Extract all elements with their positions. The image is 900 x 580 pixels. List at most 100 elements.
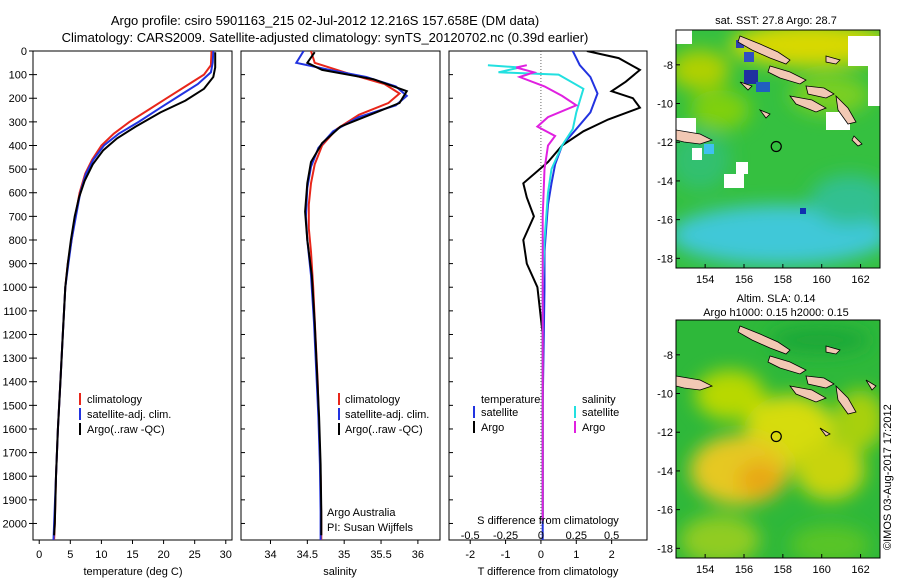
salinity-x-axis: 34 34.5 35 35.5 36 (241, 50, 424, 561)
depth-tick-label: 1400 (3, 377, 27, 389)
x-tick-label: 36 (412, 549, 424, 561)
lat-tick-label: -12 (657, 427, 673, 439)
depth-tick-label: 100 (9, 70, 27, 82)
x-tick-label: 1 (573, 549, 579, 561)
s-tick-label: 0 (538, 530, 544, 542)
lon-tick-label: 154 (696, 274, 714, 286)
sst-map-ticks: 154 156 158 160 162 -8 -10 -12 -14 -16 -18 (657, 60, 870, 286)
s-tick-label: -0.5 (461, 530, 480, 542)
x-tick-label: 2 (609, 549, 615, 561)
series-line-t-satellite (541, 51, 599, 540)
legend-label-climatology: climatology (345, 394, 401, 406)
lon-tick-label: 160 (813, 564, 831, 576)
depth-tick-label: 400 (9, 140, 27, 152)
sst-field (676, 30, 880, 265)
temperature-panel (32, 50, 233, 541)
legend-label-s-argo: Argo (582, 422, 605, 434)
legend-label-argo: Argo(..raw -QC) (345, 424, 423, 436)
float-position-marker (770, 140, 782, 153)
series-line-argo-raw-qc- (304, 51, 409, 536)
legend-label-argo: Argo(..raw -QC) (87, 424, 165, 436)
legend-label-t-argo: Argo (481, 422, 504, 434)
temperature-x-axis: 0 5 10 15 20 25 30 (33, 50, 232, 561)
x-tick-label: 30 (220, 549, 232, 561)
depth-tick-label: 300 (9, 117, 27, 129)
s-tick-label: -0.25 (493, 530, 518, 542)
lat-tick-label: -16 (657, 215, 673, 227)
lon-tick-label: 156 (735, 274, 753, 286)
imos-credit: ©IMOS 03-Aug-2017 17:2012 (882, 404, 894, 550)
legend-label-climatology: climatology (87, 394, 143, 406)
x-tick-label: -2 (465, 549, 475, 561)
series-line-s-argo (515, 64, 579, 522)
legend-heading-temperature: temperature (481, 394, 540, 406)
land-islands (676, 35, 863, 147)
difference-x-label: T difference from climatology (478, 566, 619, 578)
difference-series (487, 51, 642, 540)
depth-tick-label: 500 (9, 164, 27, 176)
difference-legend: temperature satellite Argo salinity sate… (473, 394, 619, 434)
depth-tick-label: 900 (9, 259, 27, 271)
salinity-panel (240, 50, 441, 541)
temperature-x-label: temperature (deg C) (83, 566, 182, 578)
sla-map-title-2: Argo h1000: 0.15 h2000: 0.15 (703, 307, 849, 319)
lat-tick-label: -16 (657, 505, 673, 517)
salinity-legend: climatology satellite-adj. clim. Argo(..… (327, 393, 429, 534)
lat-tick-label: -8 (663, 60, 673, 72)
depth-tick-label: 1900 (3, 495, 27, 507)
lon-tick-label: 158 (774, 564, 792, 576)
series-line-t-argo (522, 51, 642, 522)
lon-tick-label: 162 (851, 564, 869, 576)
series-line-climatology (307, 51, 402, 540)
depth-tick-label: 1500 (3, 400, 27, 412)
sst-map-frame (675, 29, 881, 269)
lat-tick-label: -14 (657, 466, 673, 478)
x-tick-label: 0 (538, 549, 544, 561)
s-tick-label: 0.5 (604, 530, 619, 542)
difference-s-axis: -0.5 -0.25 0 0.25 0.5 (461, 530, 620, 542)
depth-tick-label: 1300 (3, 353, 27, 365)
temperature-frame (32, 50, 233, 541)
sla-map-title-1: Altim. SLA: 0.14 (737, 293, 816, 305)
legend-label-t-satellite: satellite (481, 407, 518, 419)
sst-map-title: sat. SST: 27.8 Argo: 28.7 (715, 15, 837, 27)
salinity-frame (240, 50, 441, 541)
s-difference-label: S difference from climatology (477, 515, 619, 527)
x-tick-label: 35 (338, 549, 350, 561)
sla-map: 154 156 158 160 162 -8 -10 -12 -14 -16 -18 (657, 319, 881, 576)
depth-tick-label: 1000 (3, 282, 27, 294)
lat-tick-label: -14 (657, 176, 673, 188)
lat-tick-label: -10 (657, 99, 673, 111)
sla-map-frame (675, 319, 881, 559)
depth-axis: 0 100 200 300 400 500 600 700 800 900 1000 1100 1200… (3, 46, 33, 530)
lon-tick-label: 162 (851, 274, 869, 286)
difference-x-axis: -2 -1 0 1 2 (449, 50, 615, 561)
float-position-marker (770, 430, 782, 443)
lon-tick-label: 160 (813, 274, 831, 286)
depth-tick-label: 600 (9, 188, 27, 200)
legend-label-satellite: satellite-adj. clim. (345, 409, 429, 421)
lat-tick-label: -18 (657, 543, 673, 555)
depth-tick-label: 0 (21, 46, 27, 58)
x-tick-label: 25 (189, 549, 201, 561)
difference-panel (448, 50, 648, 541)
x-tick-label: -1 (501, 549, 511, 561)
legend-label-satellite: satellite-adj. clim. (87, 409, 171, 421)
lon-tick-label: 156 (735, 564, 753, 576)
x-tick-label: 10 (95, 549, 107, 561)
series-line-s-satellite (487, 64, 585, 522)
salinity-x-label: salinity (323, 566, 357, 578)
lat-tick-label: -8 (663, 350, 673, 362)
land-islands (676, 325, 877, 437)
depth-tick-label: 1100 (3, 306, 27, 318)
depth-tick-label: 700 (9, 211, 27, 223)
depth-tick-label: 2000 (3, 518, 27, 530)
temperature-series (52, 51, 217, 540)
legend-heading-salinity: salinity (582, 394, 616, 406)
depth-tick-label: 200 (9, 93, 27, 105)
lat-tick-label: -12 (657, 137, 673, 149)
chart-title-line-1: Argo profile: csiro 5901163_215 02-Jul-2… (110, 13, 540, 28)
x-tick-label: 5 (67, 549, 73, 561)
series-line-argo-raw-qc- (53, 52, 217, 536)
